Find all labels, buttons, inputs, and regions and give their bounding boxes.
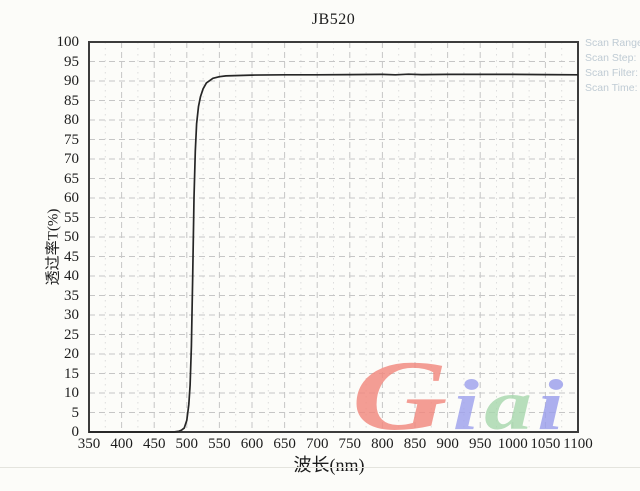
- plot-frame: [88, 41, 579, 433]
- x-tick-label: 400: [110, 436, 133, 452]
- transmittance-curve: [89, 73, 579, 433]
- y-tick-label: 75: [64, 131, 79, 148]
- scan-info-line: Scan Time:: [585, 82, 638, 94]
- x-tick-label: 500: [175, 436, 199, 452]
- x-tick-label: 1050: [530, 436, 561, 452]
- x-tick-label: 850: [403, 436, 427, 452]
- y-tick-label: 45: [64, 248, 79, 265]
- y-tick-label: 60: [64, 190, 79, 206]
- chart-title: JB520: [311, 11, 356, 28]
- y-tick-label: 95: [64, 53, 79, 70]
- x-tick-label: 1000: [497, 436, 528, 452]
- y-tick-label: 25: [64, 326, 79, 343]
- y-tick-label: 85: [64, 92, 79, 109]
- x-axis-title: 波长(nm): [293, 455, 365, 475]
- scan-info-line: Scan Range:: [585, 37, 640, 49]
- x-tick-label: 650: [273, 436, 296, 452]
- y-tick-label: 5: [71, 404, 80, 421]
- scan-info-line: Scan Step:: [585, 52, 637, 64]
- scan-info-line: Scan Filter:: [585, 67, 639, 79]
- x-tick-label: 950: [468, 436, 492, 452]
- y-tick-label: 30: [64, 307, 79, 323]
- x-tick-label: 700: [305, 436, 329, 452]
- y-tick-label: 70: [64, 151, 79, 167]
- x-tick-label: 750: [338, 436, 362, 452]
- x-tick-label: 450: [142, 436, 166, 452]
- y-tick-label: 50: [64, 229, 79, 245]
- x-tick-label: 800: [371, 436, 394, 452]
- y-tick-label: 65: [64, 170, 79, 187]
- y-tick-label: 20: [64, 346, 79, 362]
- x-tick-label: 900: [436, 436, 459, 452]
- y-tick-label: 90: [64, 73, 79, 89]
- y-tick-label: 100: [56, 34, 80, 50]
- scan-info: Scan Range: Scan Step: Scan Filter: Scan Ti…: [585, 36, 640, 96]
- y-tick-label: 55: [64, 209, 79, 226]
- scan-artifact-line: [0, 467, 640, 468]
- y-tick-label: 15: [64, 365, 79, 382]
- x-tick-label: 1100: [563, 436, 593, 452]
- y-tick-label: 35: [64, 287, 79, 304]
- x-tick-label: 350: [77, 436, 101, 452]
- x-tick-label: 550: [208, 436, 231, 452]
- y-tick-label: 10: [64, 385, 79, 401]
- y-axis-title-text: 透过率T(%): [45, 208, 62, 286]
- y-tick-label: 0: [71, 424, 80, 440]
- x-tick-label: 600: [240, 436, 264, 452]
- y-tick-label: 80: [64, 112, 79, 128]
- y-tick-label: 40: [64, 268, 79, 284]
